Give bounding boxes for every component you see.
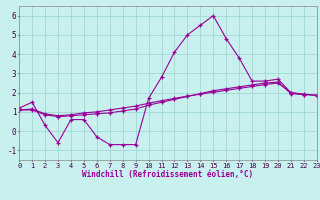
X-axis label: Windchill (Refroidissement éolien,°C): Windchill (Refroidissement éolien,°C): [83, 170, 253, 179]
